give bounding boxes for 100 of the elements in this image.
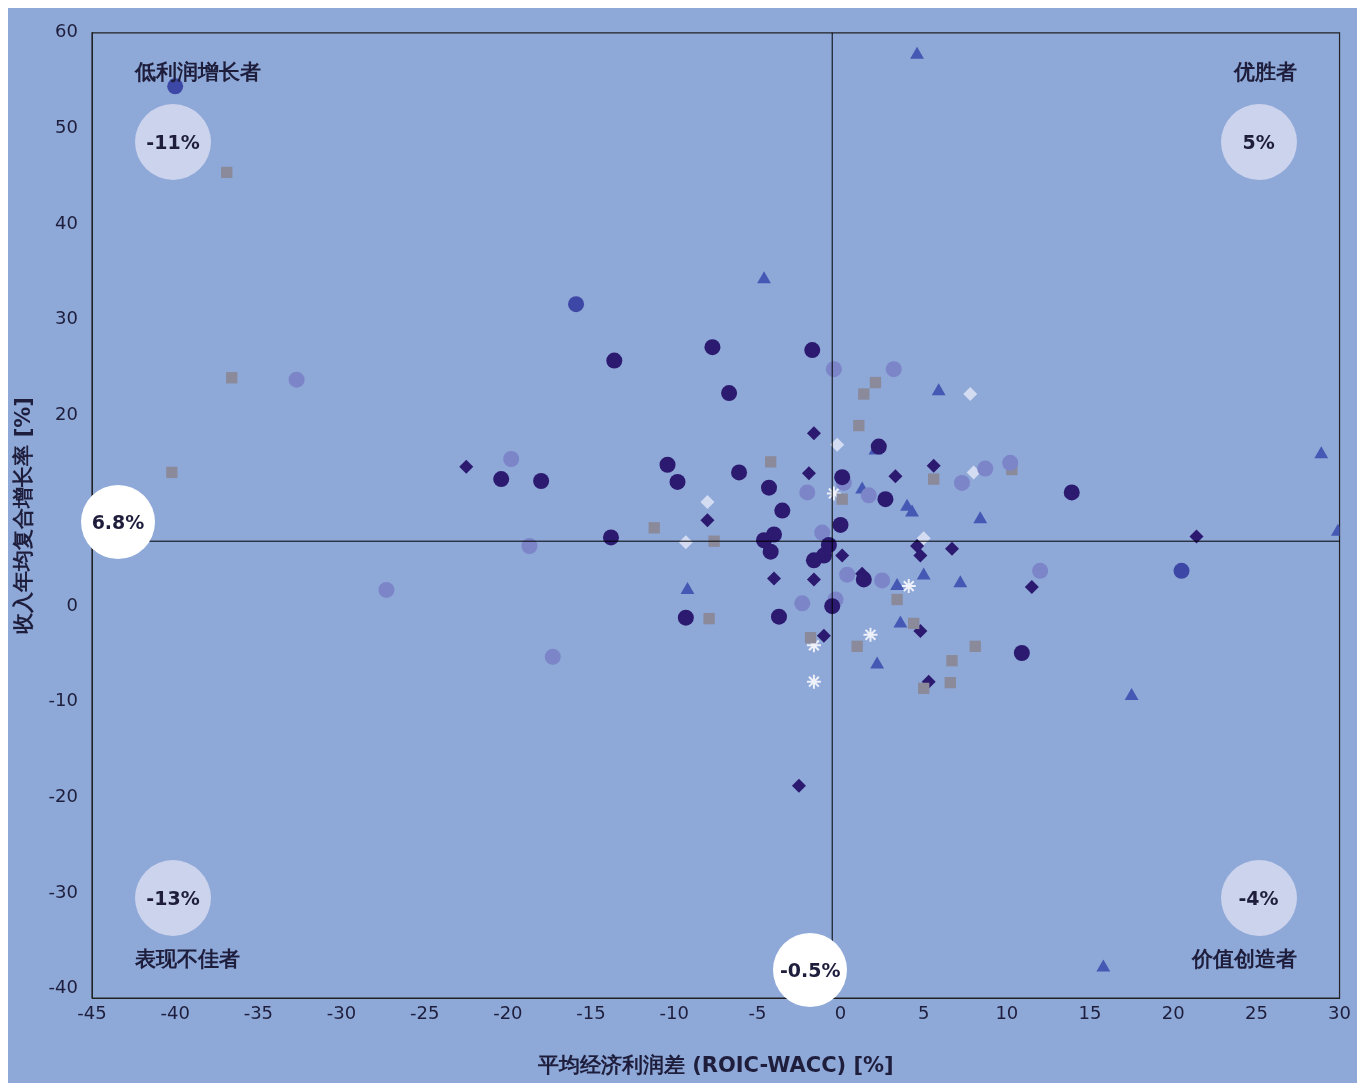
ref-line-label: 6.8% [91, 511, 145, 534]
point [916, 567, 931, 580]
annotation: 表现不佳者 [134, 947, 240, 972]
point [874, 572, 891, 589]
point [835, 548, 850, 563]
point [459, 459, 474, 474]
point [905, 504, 919, 517]
ref-line-label: -0.5% [779, 959, 841, 981]
point [953, 575, 968, 588]
point [869, 376, 882, 389]
point [913, 548, 928, 563]
y-tick-label: -30 [48, 880, 78, 902]
point [700, 513, 715, 528]
x-tick-label: 30 [1328, 1002, 1351, 1024]
circle-badge: 5% [1220, 103, 1297, 180]
annotation: 价值创造者 [1190, 947, 1297, 972]
point [816, 628, 831, 643]
point [931, 383, 946, 396]
annotation: -11% [146, 130, 200, 153]
x-tick-label: -25 [409, 1002, 440, 1024]
x-tick-label: 5 [917, 1002, 930, 1024]
point [870, 656, 885, 669]
point [799, 484, 816, 501]
x-tick-label: -5 [748, 1002, 767, 1024]
point [860, 487, 877, 504]
point [824, 598, 841, 615]
x-tick-label: 25 [1244, 1002, 1268, 1024]
point [721, 385, 738, 402]
point [761, 479, 777, 496]
point [757, 271, 771, 284]
point [834, 469, 851, 486]
y-tick-label: -40 [48, 976, 78, 998]
point [1189, 529, 1204, 544]
point [804, 632, 817, 644]
annotation: 优胜者 [1232, 60, 1297, 85]
point [926, 458, 941, 473]
point [890, 578, 905, 591]
point [853, 419, 865, 432]
x-axis-title: 平均经济利润差 (ROIC-WACC) [%] [536, 1052, 894, 1077]
circle-badge: -4% [1220, 860, 1297, 936]
point [794, 595, 811, 612]
x-tick-label: 15 [1078, 1002, 1102, 1024]
point [801, 466, 816, 481]
point [606, 352, 623, 369]
point [766, 571, 781, 586]
point [862, 626, 879, 643]
x-tick-label: 10 [995, 1002, 1019, 1024]
y-tick-label: 60 [55, 20, 78, 42]
point [888, 469, 903, 484]
point [891, 593, 903, 606]
point [805, 552, 822, 569]
point [659, 456, 676, 473]
circle-badge: 6.8% [81, 485, 155, 560]
x-tick-label: -40 [160, 1002, 190, 1024]
y-tick-label: 30 [55, 307, 78, 329]
point [963, 387, 978, 402]
point [568, 296, 585, 313]
y-tick-label: 0 [66, 593, 78, 615]
x-tick-label: -45 [77, 1002, 107, 1024]
point [1002, 454, 1019, 471]
point [851, 640, 863, 652]
x-tick-label: -15 [576, 1002, 606, 1024]
point [806, 426, 821, 441]
point [669, 473, 686, 490]
point [1173, 562, 1190, 579]
point [703, 612, 715, 625]
point [814, 524, 831, 541]
y-tick-label: 40 [55, 211, 78, 233]
point [1024, 580, 1039, 595]
point [708, 535, 720, 547]
point [832, 516, 849, 533]
point [602, 529, 619, 546]
point [765, 456, 777, 468]
point [973, 511, 988, 524]
y-tick-label: 50 [55, 116, 78, 138]
circle-badge: -0.5% [773, 933, 848, 1007]
x-tick-label: -30 [326, 1002, 357, 1024]
point [908, 617, 920, 630]
y-axis-title: 收入年均复合增长率 [%] [11, 397, 36, 634]
point [700, 495, 715, 510]
point [944, 676, 956, 689]
annotation: 5% [1242, 130, 1275, 153]
point [521, 537, 538, 554]
point [1063, 484, 1080, 501]
y-tick-label: 20 [55, 402, 78, 424]
point [1032, 562, 1049, 579]
point [1124, 688, 1139, 701]
point [977, 460, 994, 477]
point [544, 648, 561, 665]
point [806, 572, 821, 587]
annotation: -13% [146, 887, 200, 909]
annotation: 低利润增长者 [134, 60, 261, 85]
point [677, 609, 694, 626]
point [221, 166, 233, 178]
point [858, 388, 870, 400]
y-tick-label: -10 [48, 689, 78, 711]
x-tick-label: 20 [1161, 1002, 1185, 1024]
point [648, 522, 660, 534]
point [166, 466, 178, 479]
point [770, 608, 787, 625]
